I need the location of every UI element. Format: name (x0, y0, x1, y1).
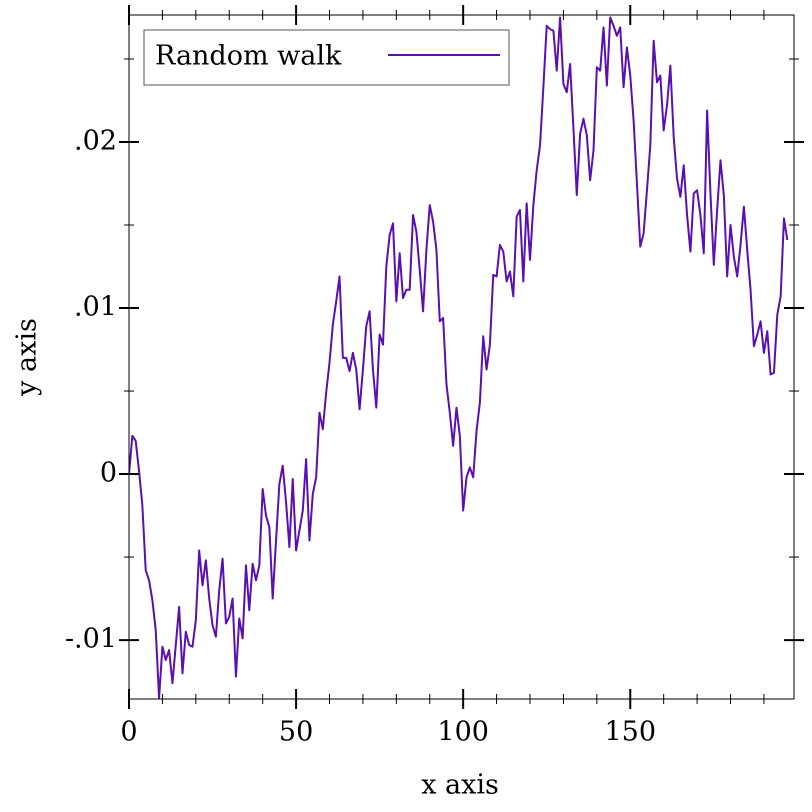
x-tick-label: 100 (437, 717, 489, 748)
data-line (129, 16, 789, 699)
x-tick-label: 150 (604, 717, 656, 748)
legend-label: Random walk (155, 41, 342, 72)
x-tick-label: 0 (120, 717, 137, 748)
x-tick-label: 50 (279, 717, 313, 748)
x-axis-label: x axis (421, 770, 499, 801)
legend-box (143, 29, 510, 86)
plot-frame (128, 14, 795, 700)
y-axis-label: y axis (12, 318, 43, 397)
y-tick-label: .01 (74, 292, 117, 323)
y-tick-label: -.01 (65, 624, 117, 655)
y-tick-label: 0 (100, 458, 117, 489)
y-tick-label: .02 (74, 126, 117, 157)
